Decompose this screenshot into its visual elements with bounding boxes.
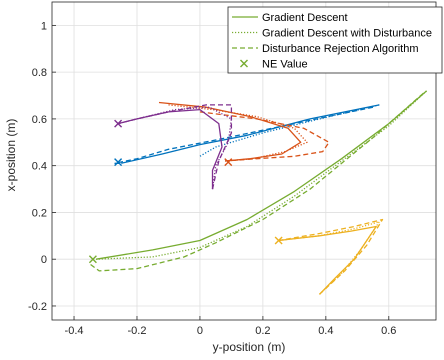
y-tick-label: -0.2	[28, 301, 47, 313]
x-tick-label: -0.4	[65, 325, 84, 337]
trajectory-dotted-7	[168, 104, 308, 162]
y-tick-label: 0.2	[32, 207, 47, 219]
ne-value-marker	[88, 255, 97, 264]
trajectory-dotted-13	[278, 221, 380, 295]
trajectory-dashed-11	[117, 104, 233, 190]
trajectory-dashed-5	[114, 106, 374, 164]
trajectory-dashed-2	[89, 92, 424, 272]
legend: Gradient Descent Gradient Descent with Di…	[227, 6, 443, 74]
plot-area	[51, 1, 437, 321]
trajectory-solid-0	[95, 90, 428, 260]
ne-value-marker	[224, 158, 233, 167]
y-tick-label: 0.4	[32, 161, 47, 173]
legend-entry: NE Value	[240, 59, 308, 71]
y-tick-label: 0.8	[32, 67, 47, 79]
x-tick-label: 0.6	[381, 325, 396, 337]
ne-value-marker	[274, 236, 283, 245]
trajectory-dashed-8	[199, 111, 330, 162]
legend-box	[227, 6, 443, 74]
legend-label: Gradient Descent	[262, 12, 348, 24]
x-axis-ticks: -0.4 -0.2 0 0.2 0.4 0.6	[65, 316, 396, 337]
trajectory-dotted-4	[199, 104, 380, 157]
trajectory-dashed-14	[278, 218, 384, 295]
x-axis-label: y-position (m)	[213, 340, 286, 354]
legend-entry: Disturbance Rejection Algorithm	[232, 43, 419, 55]
legend-entry: Gradient Descent	[232, 12, 348, 24]
y-axis-ticks: -0.2 0 0.2 0.4 0.6 0.8 1	[28, 20, 56, 313]
legend-label: Gradient Descent with Disturbance	[262, 28, 432, 40]
y-axis-label: x-position (m)	[4, 119, 18, 192]
axes-box	[51, 1, 437, 321]
y-tick-label: 0	[41, 254, 47, 266]
x-tick-label: -0.2	[127, 325, 146, 337]
x-tick-label: 0.2	[255, 325, 270, 337]
legend-entry: Gradient Descent with Disturbance	[232, 28, 432, 40]
y-tick-label: 0.6	[32, 114, 47, 126]
ne-value-marker	[114, 158, 123, 167]
trajectory-solid-3	[121, 104, 380, 164]
ne-value-marker	[114, 119, 123, 128]
y-tick-label: 1	[41, 20, 47, 32]
x-tick-label: 0.4	[318, 325, 333, 337]
grid	[52, 2, 436, 320]
legend-label: NE Value	[262, 59, 308, 71]
x-tick-label: 0	[197, 325, 203, 337]
legend-label: Disturbance Rejection Algorithm	[262, 43, 419, 55]
series-layer	[89, 90, 428, 295]
trajectory-solid-12	[278, 225, 377, 295]
marker-layer	[88, 119, 283, 264]
